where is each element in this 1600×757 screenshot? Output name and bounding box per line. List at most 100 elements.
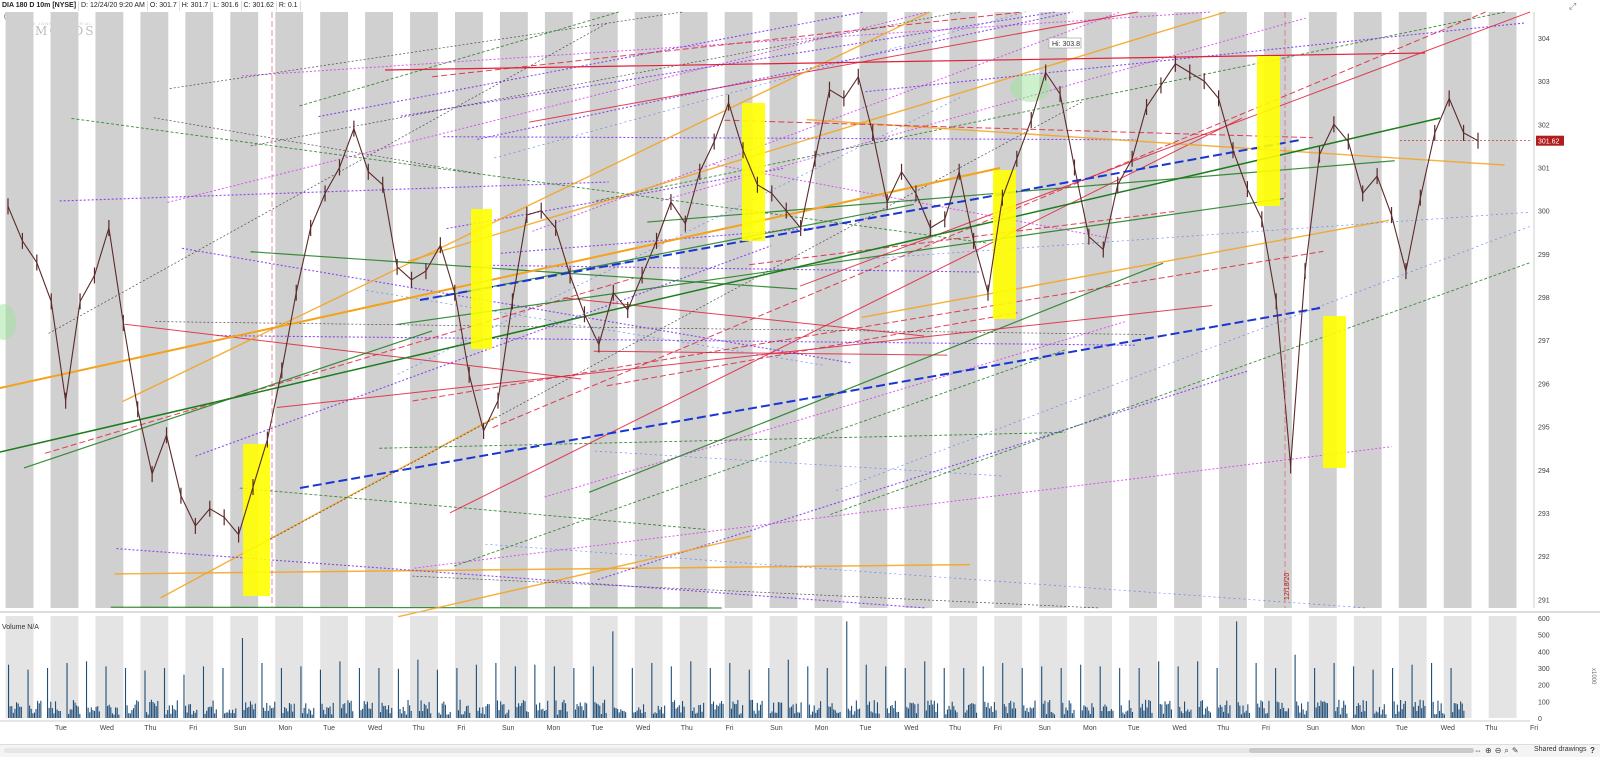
volume-bar bbox=[925, 710, 927, 718]
chart-settings-icon[interactable]: ⤢ bbox=[1569, 1, 1577, 11]
volume-bar bbox=[1099, 666, 1101, 718]
volume-bar bbox=[215, 709, 217, 718]
volume-bar bbox=[498, 710, 500, 718]
volume-bar bbox=[428, 702, 430, 718]
shared-drawings-label[interactable]: Shared drawings bbox=[1534, 746, 1587, 753]
volume-bar bbox=[995, 710, 997, 718]
volume-session-band bbox=[1129, 616, 1157, 718]
volume-bar bbox=[1128, 700, 1130, 718]
volume-bar bbox=[248, 706, 250, 718]
volume-bar bbox=[1437, 700, 1439, 718]
volume-bar bbox=[440, 714, 442, 718]
volume-bar bbox=[1031, 708, 1033, 718]
volume-bar bbox=[191, 714, 193, 718]
volume-bar bbox=[1190, 709, 1192, 718]
trendline bbox=[250, 251, 798, 290]
volume-bar bbox=[1307, 701, 1309, 718]
volume-bar bbox=[111, 713, 113, 718]
time-tick-label: Wed bbox=[1441, 725, 1455, 732]
volume-bar bbox=[972, 703, 974, 718]
volume-bar bbox=[948, 705, 950, 718]
volume-bar bbox=[641, 713, 643, 718]
volume-bar bbox=[222, 668, 224, 718]
pencil-icon[interactable]: ✎ bbox=[1511, 746, 1519, 755]
volume-bar bbox=[742, 705, 744, 718]
volume-bar bbox=[703, 702, 705, 718]
volume-bar bbox=[617, 708, 619, 718]
volume-bar bbox=[152, 701, 154, 718]
volume-bar bbox=[183, 674, 185, 718]
trendline bbox=[544, 320, 1127, 498]
volume-bar bbox=[759, 704, 762, 718]
trendline bbox=[124, 323, 582, 380]
volume-bar bbox=[911, 703, 913, 718]
volume-bar bbox=[1302, 709, 1304, 718]
volume-bar bbox=[790, 706, 793, 718]
trendline bbox=[412, 575, 1100, 609]
volume-bar bbox=[327, 708, 329, 718]
ticker-label[interactable]: DIA 180 D 10m [NYSE] bbox=[0, 0, 80, 11]
trendline bbox=[59, 181, 609, 202]
volume-bar bbox=[734, 703, 736, 718]
volume-bar bbox=[914, 704, 916, 718]
volume-bar bbox=[644, 712, 646, 718]
session-band bbox=[1039, 12, 1068, 608]
volume-bar bbox=[1314, 668, 1316, 718]
volume-bar bbox=[1248, 712, 1250, 718]
volume-bar bbox=[1338, 699, 1340, 718]
time-tick-label: Sun bbox=[234, 725, 247, 732]
volume-bar bbox=[157, 700, 159, 718]
time-scrollbar[interactable] bbox=[4, 748, 1474, 753]
volume-bar bbox=[46, 668, 49, 718]
time-tick-label: Mon bbox=[1083, 725, 1097, 732]
volume-bar bbox=[776, 712, 778, 718]
volume-bar bbox=[771, 711, 773, 718]
volume-bar bbox=[225, 712, 227, 718]
volume-bar bbox=[132, 708, 135, 718]
volume-bar bbox=[155, 706, 157, 718]
session-band bbox=[50, 12, 79, 608]
highlight-box bbox=[243, 444, 270, 596]
help-icon[interactable]: ? bbox=[1590, 746, 1595, 755]
trendline bbox=[379, 431, 1065, 449]
price-axis: 304 303 302 301 300 299 298 297 296 295 294 293 292 2… bbox=[1400, 12, 1564, 608]
volume-bar bbox=[993, 702, 995, 718]
volume-bar bbox=[1197, 661, 1199, 718]
volume-bar bbox=[59, 711, 61, 718]
volume-bar bbox=[963, 668, 965, 718]
volume-bar bbox=[118, 714, 120, 718]
volume-bar bbox=[1266, 713, 1268, 718]
volume-bar bbox=[1200, 701, 1202, 718]
volume-bar bbox=[1140, 707, 1142, 718]
volume-bar bbox=[812, 711, 814, 718]
session-band bbox=[679, 12, 708, 608]
volume-bar bbox=[656, 713, 658, 718]
scroll-thumb[interactable] bbox=[1249, 748, 1474, 753]
volume-bar bbox=[956, 712, 958, 718]
zoom-in-icon[interactable]: ⊕ bbox=[1485, 746, 1492, 755]
volume-bar bbox=[1286, 711, 1288, 718]
highlight-boxes bbox=[0, 56, 1346, 596]
volume-bar bbox=[1287, 708, 1289, 718]
volume-bar bbox=[1021, 668, 1023, 718]
volume-bar bbox=[672, 702, 674, 718]
highlight-box bbox=[742, 103, 765, 241]
volume-bar bbox=[769, 713, 771, 718]
volume-bar bbox=[1045, 714, 1048, 718]
time-tick-label: Mon bbox=[815, 725, 829, 732]
volume-bar bbox=[621, 710, 623, 718]
volume-bar bbox=[1201, 700, 1203, 718]
volume-bar bbox=[592, 666, 594, 718]
volume-bar bbox=[326, 707, 328, 718]
search-icon[interactable]: ⌕ bbox=[1504, 746, 1509, 755]
volume-bar bbox=[1460, 701, 1462, 718]
volume-bar bbox=[1419, 699, 1421, 718]
volume-bar bbox=[904, 668, 906, 718]
price-tick-label: 292 bbox=[1538, 554, 1550, 561]
zoom-out-icon[interactable]: ⊖ bbox=[1494, 746, 1502, 755]
volume-session-band bbox=[1398, 616, 1427, 718]
price-tick-label: 298 bbox=[1538, 295, 1550, 302]
rewind-icon[interactable]: ⇔ bbox=[1474, 746, 1482, 755]
volume-bar bbox=[1236, 621, 1238, 718]
